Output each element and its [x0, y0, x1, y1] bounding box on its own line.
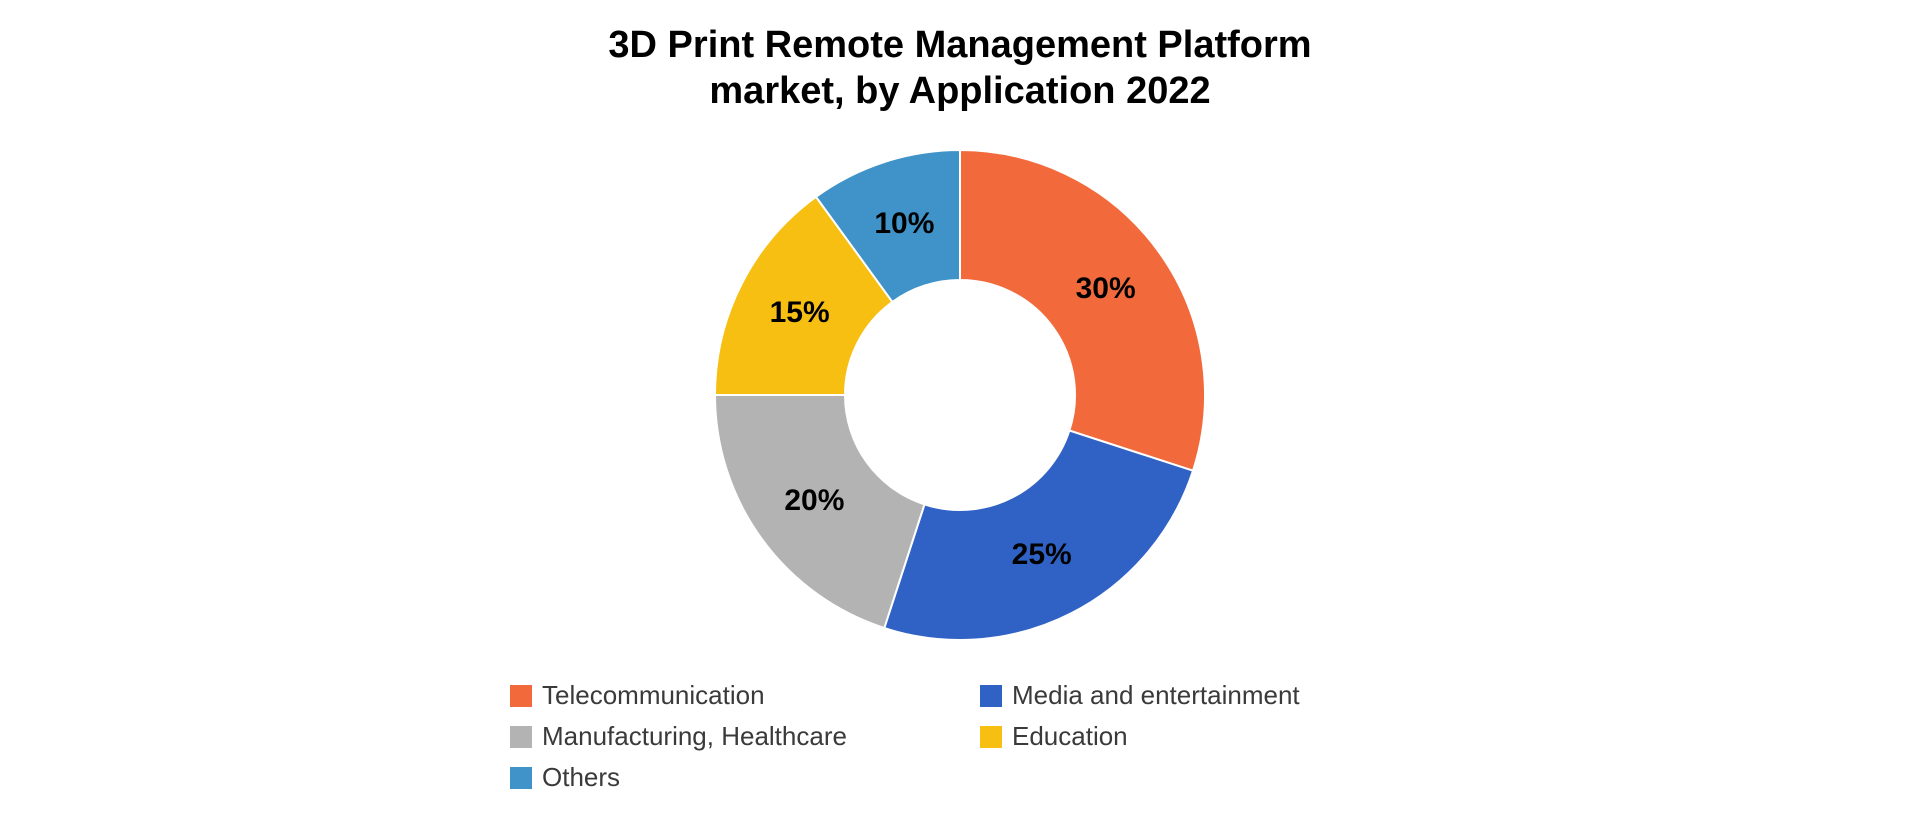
- legend-swatch: [510, 685, 532, 707]
- donut-svg: [700, 135, 1220, 655]
- legend-swatch: [980, 685, 1002, 707]
- legend-label: Telecommunication: [542, 680, 765, 711]
- slice-label: 10%: [874, 207, 934, 241]
- slice-label: 25%: [1012, 538, 1072, 572]
- slice-label: 30%: [1076, 272, 1136, 306]
- chart-title-line2: market, by Application 2022: [0, 70, 1920, 114]
- legend-label: Media and entertainment: [1012, 680, 1300, 711]
- legend-swatch: [510, 726, 532, 748]
- donut-chart: 30% 25% 20% 15% 10%: [700, 135, 1220, 655]
- donut-slice: [884, 431, 1193, 640]
- legend-item: Others: [510, 762, 940, 793]
- legend-label: Others: [542, 762, 620, 793]
- legend-item: Education: [980, 721, 1410, 752]
- chart-canvas: 3D Print Remote Management Platform mark…: [0, 0, 1920, 818]
- legend-label: Manufacturing, Healthcare: [542, 721, 847, 752]
- chart-legend: Telecommunication Media and entertainment…: [510, 680, 1410, 793]
- legend-label: Education: [1012, 721, 1128, 752]
- slice-label: 15%: [770, 296, 830, 330]
- legend-swatch: [980, 726, 1002, 748]
- legend-item: Media and entertainment: [980, 680, 1410, 711]
- legend-item: Telecommunication: [510, 680, 940, 711]
- slice-label: 20%: [784, 484, 844, 518]
- legend-item: Manufacturing, Healthcare: [510, 721, 940, 752]
- donut-slice: [960, 150, 1205, 471]
- legend-swatch: [510, 767, 532, 789]
- chart-title-line1: 3D Print Remote Management Platform: [0, 24, 1920, 68]
